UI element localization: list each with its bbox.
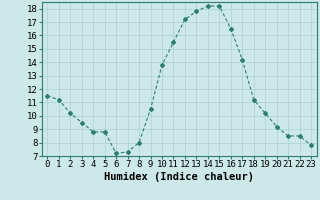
X-axis label: Humidex (Indice chaleur): Humidex (Indice chaleur): [104, 172, 254, 182]
